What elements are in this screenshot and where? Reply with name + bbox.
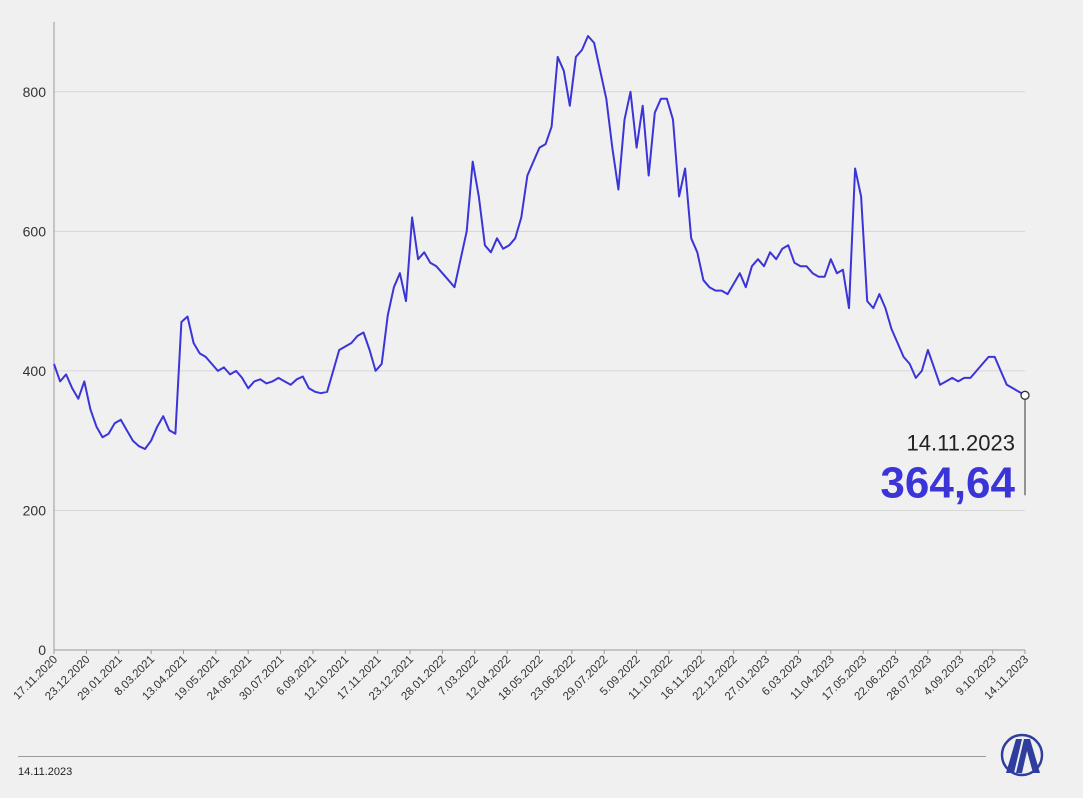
series-layer <box>53 35 1026 450</box>
footer-divider <box>18 756 986 757</box>
y-tick-label: 0 <box>38 642 46 658</box>
y-axis: 0 200 400 600 800 <box>23 84 47 658</box>
grid-lines <box>54 91 1025 651</box>
callout-value: 364,64 <box>880 458 1015 507</box>
y-tick-label: 600 <box>23 223 47 239</box>
y-tick-label: 200 <box>23 502 47 518</box>
aa-logo-icon <box>1000 733 1044 777</box>
last-point-marker <box>1020 390 1030 400</box>
last-value-callout: 14.11.2023 364,64 <box>880 390 1030 507</box>
series-line <box>53 35 1026 450</box>
y-tick-label: 800 <box>23 84 47 100</box>
x-axis: 17.11.202023.12.202029.01.20218.03.20211… <box>12 650 1031 703</box>
y-tick-label: 400 <box>23 363 47 379</box>
footer-date: 14.11.2023 <box>18 766 73 778</box>
line-chart: 0 200 400 600 800 17.11.202023.12.202029.01.… <box>12 22 1031 703</box>
callout-date: 14.11.2023 <box>907 430 1015 455</box>
